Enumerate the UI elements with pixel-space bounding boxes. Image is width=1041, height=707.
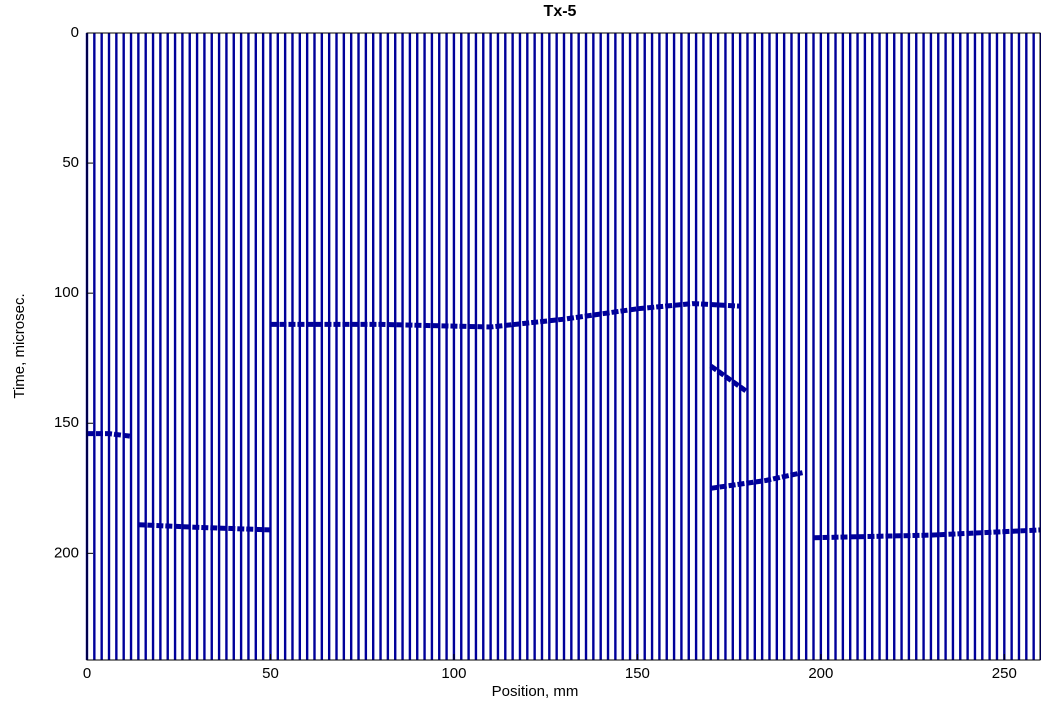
y-axis-label: Time, microsec. bbox=[11, 293, 28, 398]
reflector bbox=[138, 522, 271, 533]
x-tick-label: 100 bbox=[441, 665, 466, 682]
reflector bbox=[710, 470, 804, 491]
x-axis-label: Position, mm bbox=[492, 683, 579, 700]
x-tick-label: 250 bbox=[992, 665, 1017, 682]
chart-title: Tx-5 bbox=[544, 3, 577, 20]
x-tick-label: 50 bbox=[262, 665, 279, 682]
y-tick-label: 200 bbox=[54, 544, 79, 561]
x-tick-label: 200 bbox=[808, 665, 833, 682]
x-tick-label: 0 bbox=[83, 665, 91, 682]
plot-frame bbox=[86, 32, 1041, 661]
reflector bbox=[813, 527, 1041, 541]
reflector bbox=[709, 363, 749, 395]
y-tick-label: 0 bbox=[71, 24, 79, 41]
x-tick-label: 150 bbox=[625, 665, 650, 682]
y-tick-label: 100 bbox=[54, 284, 79, 301]
reflector bbox=[87, 431, 132, 439]
y-tick-label: 50 bbox=[62, 154, 79, 171]
y-tick-label: 150 bbox=[54, 414, 79, 431]
reflector bbox=[270, 301, 741, 330]
